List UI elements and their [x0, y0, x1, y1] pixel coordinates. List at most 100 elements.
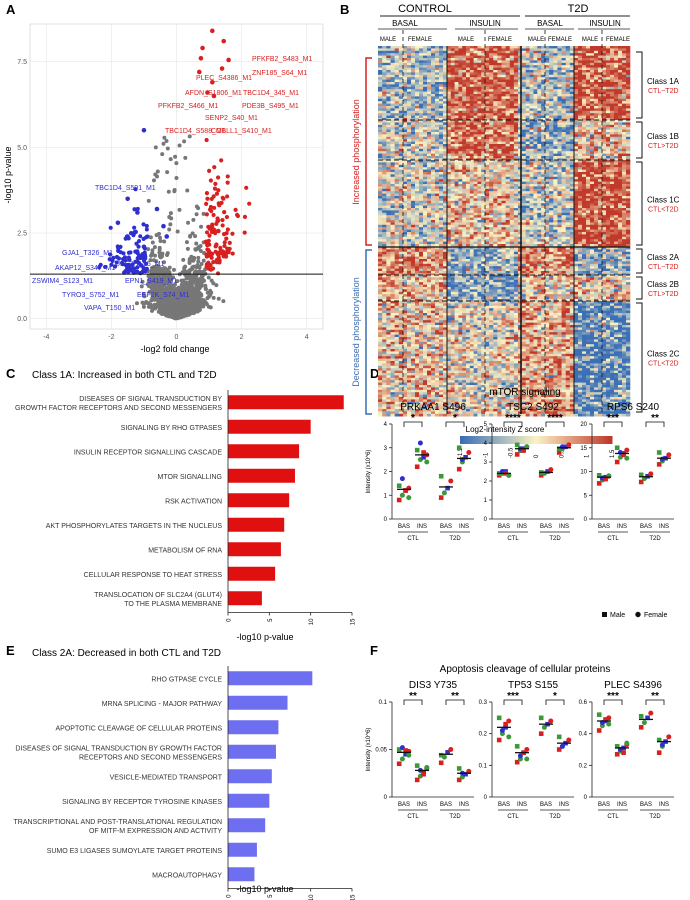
heatmap-cell — [439, 139, 444, 142]
heatmap-cell — [407, 74, 412, 78]
heatmap-cell — [626, 103, 631, 107]
heatmap-cell — [614, 55, 619, 59]
heatmap-cell — [626, 167, 631, 170]
heatmap-cell — [466, 136, 471, 140]
heatmap-cell — [614, 70, 619, 73]
heatmap-cell — [549, 65, 554, 68]
heatmap-cell — [435, 91, 440, 95]
heatmap-cell — [435, 122, 440, 126]
heatmap-cell — [423, 86, 428, 90]
heatmap-cell — [403, 134, 408, 138]
heatmap-cell — [501, 70, 506, 73]
heatmap-cell — [533, 167, 538, 170]
heatmap-cell — [549, 122, 554, 126]
heatmap-cell — [626, 141, 631, 145]
heatmap-cell — [614, 50, 619, 54]
heatmap-cell — [450, 167, 455, 170]
heatmap-cell — [462, 72, 467, 76]
volcano-point — [150, 240, 155, 245]
heatmap-cell — [513, 141, 519, 145]
heatmap-cell — [626, 67, 631, 71]
heatmap-cell — [622, 50, 627, 54]
volcano-xtick-label: -4 — [43, 334, 49, 341]
heatmap-cell — [485, 146, 490, 150]
heatmap-cell — [390, 134, 395, 138]
heatmap-cell — [610, 106, 615, 109]
heatmap-cell — [513, 144, 519, 147]
heatmap-cell — [415, 91, 420, 95]
heatmap-cell — [497, 122, 502, 126]
heatmap-cell — [557, 74, 562, 78]
heatmap-cell — [411, 77, 416, 80]
heatmap-cell — [521, 62, 527, 66]
heatmap-cell — [594, 60, 599, 64]
heatmap-cell — [497, 67, 502, 71]
heatmap-cell — [590, 65, 595, 68]
heatmap-cell — [419, 72, 424, 76]
heatmap-cell — [594, 103, 599, 107]
heatmap-cell — [582, 60, 587, 64]
heatmap-cell — [415, 65, 420, 68]
heatmap-cell — [557, 79, 562, 83]
heatmap-cell — [626, 164, 631, 168]
heatmap-cell — [493, 89, 498, 92]
heatmap-cell — [590, 148, 595, 152]
heatmap-cell — [622, 77, 627, 80]
heatmap-cell — [477, 106, 482, 109]
heatmap-cell — [427, 62, 432, 66]
heatmap-cell — [419, 151, 424, 154]
heatmap-cell — [578, 46, 583, 49]
heatmap-sub-insulin-t2d: INSULIN — [589, 19, 621, 28]
heatmap-cell — [423, 162, 428, 166]
heatmap-cell — [469, 77, 474, 80]
heatmap-cell — [565, 132, 571, 135]
heatmap-cell — [574, 86, 579, 90]
heatmap-cell — [454, 50, 459, 54]
volcano-point — [186, 303, 191, 308]
heatmap-cell — [606, 122, 611, 126]
volcano-point-up — [209, 208, 214, 214]
heatmap-cell — [549, 96, 554, 100]
volcano-point — [157, 235, 162, 240]
heatmap-cell — [521, 151, 527, 154]
heatmap-cell — [578, 124, 583, 128]
heatmap-cell — [485, 96, 490, 100]
heatmap-cell — [462, 65, 467, 68]
heatmap-cell — [586, 139, 591, 142]
heatmap-cell — [473, 67, 478, 71]
heatmap-cell — [537, 144, 542, 147]
heatmap-cell — [501, 98, 506, 102]
heatmap-cell — [525, 144, 530, 147]
heatmap-cell — [493, 127, 498, 130]
heatmap-cell — [549, 144, 554, 147]
volcano-point — [199, 292, 204, 297]
volcano-label-down: TYRO3_S752_M1 — [62, 292, 119, 299]
heatmap-cell — [378, 103, 383, 107]
heatmap-cell — [454, 89, 459, 92]
heatmap-cell — [586, 58, 591, 61]
heatmap-cell — [594, 94, 599, 97]
heatmap-cell — [501, 113, 506, 116]
heatmap-cell — [423, 101, 428, 104]
volcano-point-up — [204, 212, 209, 217]
heatmap-cell — [427, 156, 432, 159]
heatmap-cell — [497, 148, 502, 152]
heatmap-cell — [477, 156, 482, 159]
heatmap-cell — [378, 46, 383, 49]
heatmap-cell — [525, 98, 530, 102]
heatmap-cell — [513, 89, 519, 92]
heatmap-cell — [561, 144, 567, 147]
heatmap-cell — [435, 110, 440, 114]
heatmap-cell — [529, 46, 534, 49]
volcano-point-down — [126, 236, 131, 241]
heatmap-cell — [398, 132, 404, 135]
volcano-point — [157, 247, 162, 252]
heatmap-cell — [466, 156, 471, 159]
heatmap-cell — [450, 148, 455, 152]
heatmap-cell — [394, 53, 400, 56]
heatmap-cell — [626, 139, 631, 142]
heatmap-cell — [497, 106, 502, 109]
heatmap-cell — [427, 122, 432, 126]
heatmap-cell — [415, 144, 420, 147]
heatmap-cell — [382, 70, 387, 73]
